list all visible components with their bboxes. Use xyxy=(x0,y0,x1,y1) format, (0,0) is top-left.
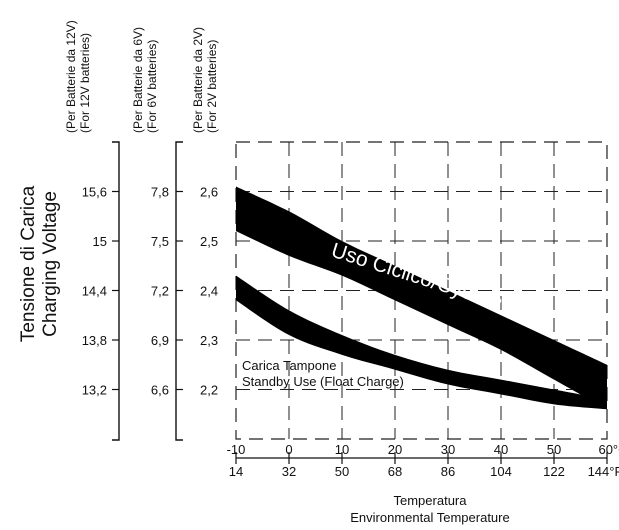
x-tick-label-celsius: 20 xyxy=(388,442,402,457)
y-axis-title-line1: Tensione di Carica xyxy=(18,185,39,342)
y-tick-label: 15,6 xyxy=(82,185,107,200)
cyclic-use-band xyxy=(236,186,607,410)
x-tick-label-fahrenheit: 68 xyxy=(388,464,402,479)
y-tick-label: 2,5 xyxy=(200,234,218,249)
x-tick-label-celsius: 50 xyxy=(547,442,561,457)
x-tick-label-celsius: 30 xyxy=(441,442,455,457)
header-6v-line1: (Per Batterie da 6V) xyxy=(131,27,145,133)
x-tick-label-fahrenheit: 50 xyxy=(335,464,349,479)
x-tick-label-fahrenheit: 86 xyxy=(441,464,455,479)
y-tick-label: 2,3 xyxy=(200,333,218,348)
data-bands xyxy=(236,186,607,410)
x-tick-label-celsius: 0 xyxy=(285,442,292,457)
y-tick-label: 2,2 xyxy=(200,383,218,398)
float-label-line1: Carica Tampone xyxy=(242,358,336,373)
y-tick-label: 13,2 xyxy=(82,383,107,398)
y-tick-labels-2v: 2,6 2,5 2,4 2,3 2,2 xyxy=(200,185,218,398)
y-tick-label: 13,8 xyxy=(82,333,107,348)
x-tick-label-fahrenheit: 14 xyxy=(229,464,243,479)
header-2v-line1: (Per Batterie da 2V) xyxy=(191,27,205,133)
plot-frame xyxy=(235,141,608,440)
axis-brackets xyxy=(112,141,183,441)
x-tick-label-fahrenheit: 104 xyxy=(490,464,512,479)
x-tick-label-celsius: 40 xyxy=(494,442,508,457)
x-tick-label-fahrenheit: 122 xyxy=(543,464,565,479)
y-tick-labels-12v: 15,6 15 14,4 13,8 13,2 xyxy=(82,185,107,398)
x-tick-label-celsius: -10 xyxy=(227,442,246,457)
y-tick-labels-6v: 7,8 7,5 7,2 6,9 6,6 xyxy=(151,185,169,398)
x-tick-labels-celsius: -10 0 10 20 30 40 50 60°C xyxy=(227,442,619,457)
header-12v-line1: (Per Batterie da 12V) xyxy=(64,20,78,133)
header-2v-line2: (For 2V batteries) xyxy=(205,40,219,133)
y-tick-label: 15 xyxy=(93,234,107,249)
header-6v-line2: (For 6V batteries) xyxy=(145,40,159,133)
x-axis-title-line2: Environmental Temperature xyxy=(350,510,509,525)
y-tick-label: 2,4 xyxy=(200,284,218,299)
y-tick-label: 7,2 xyxy=(151,284,169,299)
header-12v-line2: (For 12V batteries) xyxy=(78,33,92,133)
x-tick-labels-fahrenheit: 14 32 50 68 86 104 122 144°F xyxy=(229,464,619,479)
y-axis-title-line2: Charging Voltage xyxy=(40,191,61,337)
y-tick-label: 6,6 xyxy=(151,383,169,398)
y-tick-label: 7,5 xyxy=(151,234,169,249)
x-tick-marks xyxy=(235,452,608,464)
y-tick-label: 14,4 xyxy=(82,284,107,299)
y-tick-label: 6,9 xyxy=(151,333,169,348)
y-tick-label: 2,6 xyxy=(200,185,218,200)
x-tick-label-fahrenheit: 32 xyxy=(282,464,296,479)
float-charge-band xyxy=(236,275,607,410)
x-tick-label-fahrenheit: 144°F xyxy=(588,464,619,479)
x-tick-label-celsius: 10 xyxy=(335,442,349,457)
y-tick-marks xyxy=(112,190,183,391)
y-tick-label: 7,8 xyxy=(151,185,169,200)
x-axis-title-line1: Temperatura xyxy=(394,493,468,508)
float-label-line2: Standby Use (Float Charge) xyxy=(242,374,404,389)
x-tick-label-celsius: 60°C xyxy=(598,442,619,457)
